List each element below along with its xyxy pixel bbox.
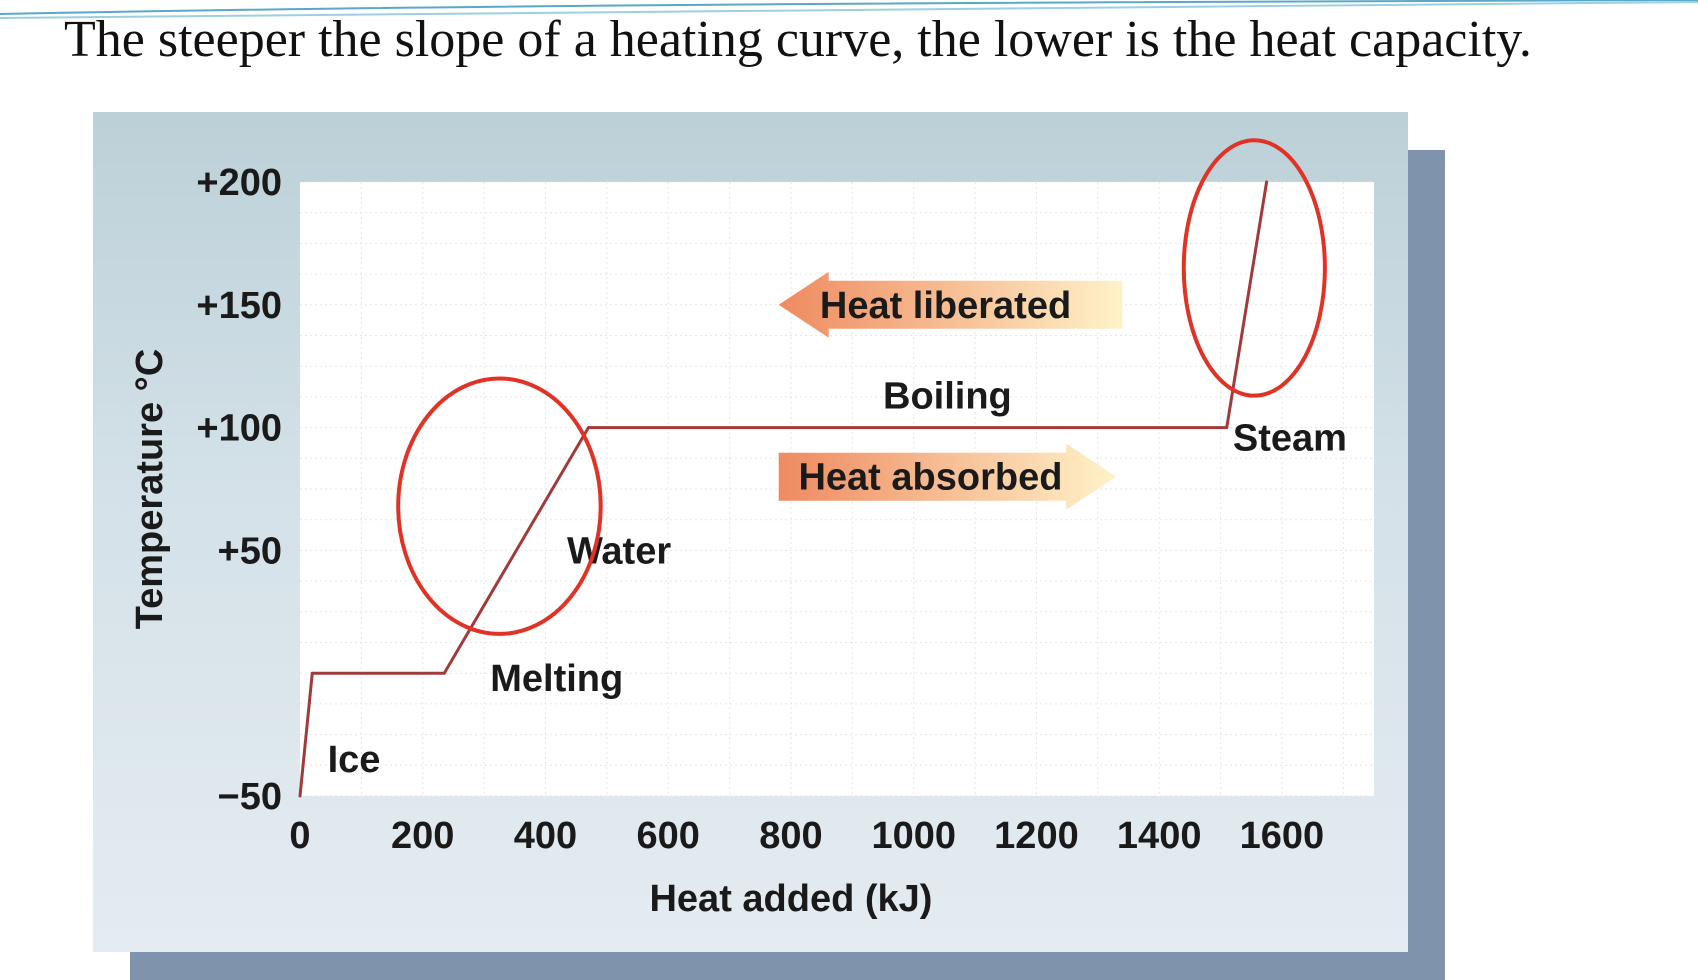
annotations	[396, 138, 1327, 636]
region-label-melting: Melting	[490, 658, 623, 700]
heating-curve-line	[298, 181, 1269, 797]
decorative-swoosh	[0, 0, 1698, 19]
region-label-steam: Steam	[1233, 417, 1347, 459]
heat-absorbed-arrow	[778, 443, 1117, 510]
highlight-ellipse	[1181, 138, 1327, 398]
x-tick-label: 1200	[994, 815, 1079, 857]
curve-point	[298, 794, 302, 798]
x-tick-label: 600	[637, 815, 700, 857]
heat-arrows: Heat liberated Heat absorbed	[778, 271, 1123, 510]
curve-point	[1225, 426, 1229, 430]
region-label-boiling: Boiling	[883, 376, 1012, 418]
arrow-label: Heat liberated	[820, 285, 1071, 327]
curve-point	[442, 671, 446, 675]
x-tick-label: 400	[514, 815, 577, 857]
y-tick-label: −50	[218, 776, 282, 818]
x-axis-label: Heat added (kJ)	[649, 878, 932, 920]
heat-liberated-arrow	[778, 271, 1123, 338]
curve-point	[310, 671, 314, 675]
slide-title: The steeper the slope of a heating curve…	[64, 11, 1532, 68]
y-axis-label: Temperature °C	[129, 349, 171, 630]
x-tick-label: 800	[759, 815, 822, 857]
arrow-label: Heat absorbed	[798, 457, 1062, 499]
curve-point	[1265, 180, 1269, 184]
curve-point	[586, 426, 590, 430]
y-tick-label: +200	[196, 162, 282, 204]
series-lines	[298, 180, 1269, 798]
x-tick-label: 200	[391, 815, 454, 857]
highlight-ellipse	[396, 376, 603, 636]
x-tick-label: 1600	[1240, 815, 1325, 857]
y-tick-label: +50	[218, 530, 282, 572]
axes: 0 200 400 600 800 1000 1200 1400 1600 −50 +50 +100 +…	[129, 162, 1324, 920]
x-tick-label: 1400	[1117, 815, 1202, 857]
x-tick-label: 0	[289, 815, 310, 857]
y-tick-label: +150	[196, 285, 282, 327]
x-tick-label: 1000	[871, 815, 956, 857]
region-label-ice: Ice	[328, 739, 381, 781]
region-label-water: Water	[567, 530, 671, 572]
region-labels: Ice Melting Water Boiling Steam	[328, 376, 1347, 781]
y-tick-label: +100	[196, 408, 282, 450]
